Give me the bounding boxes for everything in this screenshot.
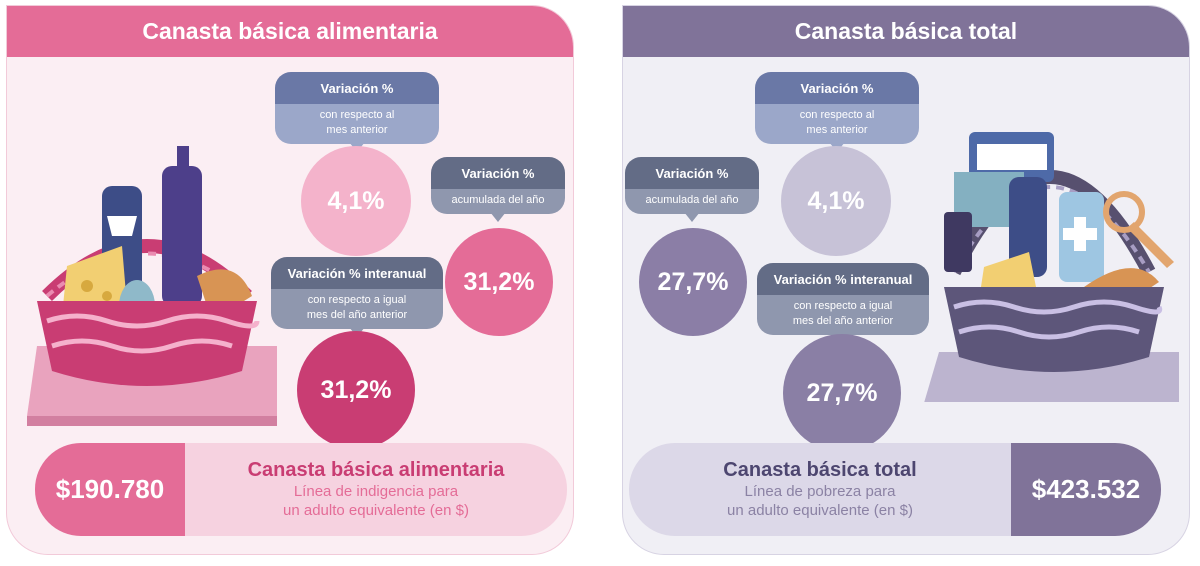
bubble-line-1: con respecto al [799, 109, 875, 121]
total-basket-summary: Canasta básica total Línea de pobreza pa… [629, 443, 1161, 536]
panel-header: Canasta básica alimentaria [7, 6, 573, 57]
bubble-line-2: mes anterior [326, 124, 388, 136]
ytd-variation-value: 31,2% [445, 228, 553, 336]
bubble-line-1: con respecto al [319, 109, 395, 121]
monthly-variation-value: 4,1% [301, 146, 411, 256]
bubble-line-2: mes anterior [806, 124, 868, 136]
total-basket-icon [924, 132, 1179, 402]
yoy-variation-value: 27,7% [783, 334, 901, 452]
bubble-line-1: acumulada del año [431, 189, 565, 214]
monthly-variation-value: 4,1% [781, 146, 891, 256]
monthly-variation-bubble: Variación % con respecto al mes anterior [755, 72, 919, 144]
bubble-title: Variación % interanual [271, 257, 443, 289]
bubble-line-1: con respecto a igual [307, 294, 407, 306]
yoy-variation-value: 31,2% [297, 331, 415, 449]
bubble-line-2: mes del año anterior [792, 315, 894, 327]
bubble-line-2: mes del año anterior [306, 309, 408, 321]
ytd-variation-bubble: Variación % acumulada del año [431, 157, 565, 214]
summary-title: Canasta básica total [723, 459, 917, 481]
bubble-title: Variación % [625, 157, 759, 189]
ytd-variation-bubble: Variación % acumulada del año [625, 157, 759, 214]
bubble-tail [490, 212, 506, 222]
food-basket-summary: $190.780 Canasta básica alimentaria Líne… [35, 443, 567, 536]
summary-line-1: Línea de indigencia para [293, 483, 459, 500]
panel-header: Canasta básica total [623, 6, 1189, 57]
yoy-variation-bubble: Variación % interanual con respecto a ig… [271, 257, 443, 329]
summary-line-2: un adulto equivalente (en $) [727, 502, 913, 519]
bubble-tail [684, 212, 700, 222]
bubble-title: Variación % interanual [757, 263, 929, 295]
ytd-variation-value: 27,7% [639, 228, 747, 336]
monthly-variation-bubble: Variación % con respecto al mes anterior [275, 72, 439, 144]
bubble-line-1: con respecto a igual [793, 300, 893, 312]
summary-line-1: Línea de pobreza para [744, 483, 896, 500]
food-basket-amount: $190.780 [35, 443, 185, 536]
bubble-title: Variación % [275, 72, 439, 104]
food-basket-panel: Canasta básica alimentaria Variación % c… [6, 5, 574, 555]
bubble-line-1: acumulada del año [625, 189, 759, 214]
bubble-title: Variación % [755, 72, 919, 104]
food-basket-icon [27, 146, 277, 426]
yoy-variation-bubble: Variación % interanual con respecto a ig… [757, 263, 929, 335]
total-basket-amount: $423.532 [1011, 443, 1161, 536]
bubble-title: Variación % [431, 157, 565, 189]
total-basket-panel: Canasta básica total Variación % acumula… [622, 5, 1190, 555]
summary-line-2: un adulto equivalente (en $) [283, 502, 469, 519]
summary-title: Canasta básica alimentaria [247, 459, 505, 481]
